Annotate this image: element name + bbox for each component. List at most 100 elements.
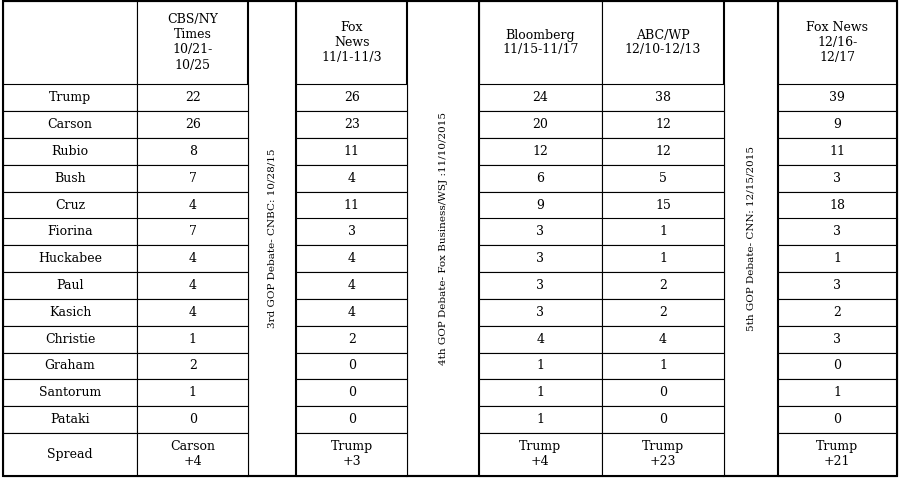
Bar <box>3 406 137 433</box>
Bar <box>3 245 137 272</box>
Text: 4: 4 <box>536 333 544 346</box>
Bar <box>3 165 137 192</box>
Text: 1: 1 <box>833 252 842 265</box>
Text: Bloomberg
11/15-11/17: Bloomberg 11/15-11/17 <box>502 29 579 57</box>
Text: 4: 4 <box>347 306 356 319</box>
Bar <box>137 1 248 85</box>
Bar <box>296 192 408 218</box>
Bar <box>296 85 408 111</box>
Text: 0: 0 <box>347 386 356 399</box>
Text: 0: 0 <box>659 413 667 426</box>
Bar <box>296 272 408 299</box>
Bar <box>3 218 137 245</box>
Text: 4: 4 <box>659 333 667 346</box>
Bar <box>3 1 137 85</box>
Text: Trump
+23: Trump +23 <box>642 440 684 468</box>
Bar <box>778 192 897 218</box>
Text: 2: 2 <box>833 306 842 319</box>
Text: 1: 1 <box>189 333 197 346</box>
Bar <box>479 272 602 299</box>
Text: 20: 20 <box>533 118 548 131</box>
Text: 26: 26 <box>184 118 201 131</box>
Text: Christie: Christie <box>45 333 95 346</box>
Text: 3: 3 <box>833 172 842 185</box>
Bar <box>479 353 602 379</box>
Bar <box>724 1 778 476</box>
Bar <box>778 111 897 138</box>
Bar <box>296 326 408 353</box>
Bar <box>3 353 137 379</box>
Text: 4: 4 <box>189 279 197 292</box>
Text: 1: 1 <box>659 252 667 265</box>
Bar <box>137 111 248 138</box>
Bar <box>778 245 897 272</box>
Bar <box>296 406 408 433</box>
Bar <box>479 218 602 245</box>
Text: Spread: Spread <box>47 448 93 461</box>
Text: 3: 3 <box>347 225 356 238</box>
Text: 3: 3 <box>833 333 842 346</box>
Bar <box>408 1 479 476</box>
Text: 38: 38 <box>655 91 671 104</box>
Text: 0: 0 <box>347 359 356 372</box>
Text: 2: 2 <box>659 279 667 292</box>
Text: 5: 5 <box>659 172 667 185</box>
Bar <box>3 111 137 138</box>
Bar <box>479 299 602 326</box>
Bar <box>778 85 897 111</box>
Text: 3: 3 <box>536 252 544 265</box>
Bar <box>602 379 724 406</box>
Text: 12: 12 <box>533 145 548 158</box>
Text: 3: 3 <box>536 225 544 238</box>
Text: 1: 1 <box>536 413 544 426</box>
Bar <box>137 272 248 299</box>
Text: 22: 22 <box>184 91 201 104</box>
Bar <box>137 299 248 326</box>
Text: 9: 9 <box>833 118 842 131</box>
Text: Bush: Bush <box>54 172 86 185</box>
Text: 18: 18 <box>830 198 845 211</box>
Text: 12: 12 <box>655 118 670 131</box>
Bar <box>137 85 248 111</box>
Bar <box>602 111 724 138</box>
Text: Huckabee: Huckabee <box>38 252 102 265</box>
Text: 3rd GOP Debate- CNBC: 10/28/15: 3rd GOP Debate- CNBC: 10/28/15 <box>267 148 276 328</box>
Text: 0: 0 <box>347 413 356 426</box>
Text: 2: 2 <box>659 306 667 319</box>
Bar <box>296 353 408 379</box>
Bar <box>479 138 602 165</box>
Bar <box>137 138 248 165</box>
Bar <box>778 1 897 85</box>
Bar <box>602 218 724 245</box>
Bar <box>137 218 248 245</box>
Bar <box>296 299 408 326</box>
Text: Carson
+4: Carson +4 <box>170 440 215 468</box>
Bar <box>296 433 408 476</box>
Text: Trump
+3: Trump +3 <box>330 440 373 468</box>
Text: 4: 4 <box>347 172 356 185</box>
Text: 4th GOP Debate- Fox Business/WSJ :11/10/2015: 4th GOP Debate- Fox Business/WSJ :11/10/… <box>438 112 447 365</box>
Bar <box>3 192 137 218</box>
Text: Kasich: Kasich <box>49 306 91 319</box>
Bar <box>602 1 724 85</box>
Bar <box>778 433 897 476</box>
Text: 2: 2 <box>189 359 196 372</box>
Bar <box>137 165 248 192</box>
Text: Fox
News
11/1-11/3: Fox News 11/1-11/3 <box>321 21 382 64</box>
Text: 26: 26 <box>344 91 360 104</box>
Text: 15: 15 <box>655 198 670 211</box>
Text: Trump
+4: Trump +4 <box>519 440 562 468</box>
Bar <box>479 326 602 353</box>
Bar <box>3 138 137 165</box>
Bar <box>137 192 248 218</box>
Text: 23: 23 <box>344 118 360 131</box>
Bar <box>778 406 897 433</box>
Bar <box>137 433 248 476</box>
Text: 4: 4 <box>347 252 356 265</box>
Text: 1: 1 <box>659 225 667 238</box>
Bar <box>479 433 602 476</box>
Text: 3: 3 <box>536 306 544 319</box>
Bar <box>296 218 408 245</box>
Bar <box>296 138 408 165</box>
Text: CBS/NY
Times
10/21-
10/25: CBS/NY Times 10/21- 10/25 <box>167 14 218 72</box>
